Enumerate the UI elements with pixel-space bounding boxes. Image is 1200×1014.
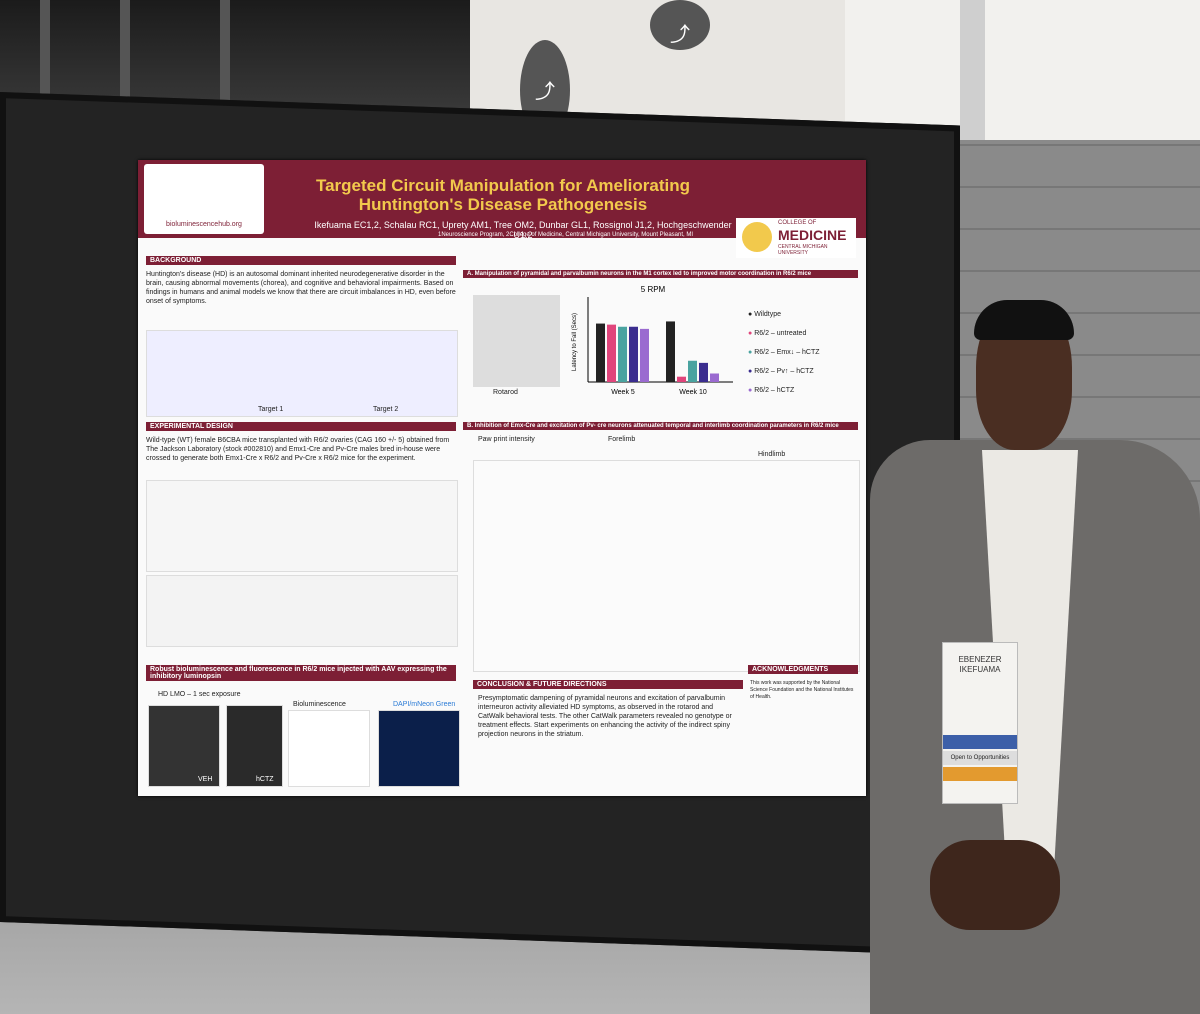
- rotarod-device: [473, 295, 560, 387]
- biolum-chart: [288, 710, 370, 787]
- logo-sub: CENTRAL MICHIGAN UNIVERSITY: [778, 244, 828, 256]
- rotarod-chart: 5 RPM Latency to Fall (Secs) Week 5 Week…: [572, 285, 733, 396]
- bar-week-5-0: [596, 323, 605, 382]
- injection-diagram: [146, 575, 458, 647]
- logo-main: MEDICINE: [778, 227, 847, 243]
- legend-label: R6/2 – hCTZ: [754, 387, 795, 394]
- experimental-text: Wild-type (WT) female B6CBA mice transpl…: [146, 437, 450, 462]
- bar-week-10-2: [688, 360, 697, 382]
- conclusion-heading: CONCLUSION & FUTURE DIRECTIONS: [473, 680, 743, 689]
- stairs-sign-icon: ⤴: [650, 0, 710, 50]
- bar-week-10-4: [710, 373, 719, 382]
- legend-item: ● R6/2 – Pv↑ – hCTZ: [748, 368, 814, 375]
- hd-lmo-label: HD LMO – 1 sec exposure: [158, 691, 241, 698]
- research-poster: bioluminescencehub.org Targeted Circuit …: [138, 160, 866, 796]
- legend-label: R6/2 – untreated: [754, 330, 807, 337]
- logo-top: COLLEGE OF: [778, 220, 817, 226]
- cmu-medicine-logo: COLLEGE OF MEDICINE CENTRAL MICHIGAN UNI…: [736, 218, 856, 258]
- experimental-heading: EXPERIMENTAL DESIGN: [146, 422, 456, 431]
- ceiling-pipe: [120, 0, 130, 115]
- conclusion-text: Presymptomatic dampening of pyramidal ne…: [478, 695, 732, 738]
- cmu-emblem-icon: [742, 222, 772, 252]
- hctz-label: hCTZ: [256, 776, 274, 783]
- poster-title: Targeted Circuit Manipulation for Amelio…: [315, 176, 691, 214]
- bar-week-5-4: [640, 328, 649, 382]
- ceiling-pipe: [40, 0, 50, 115]
- target1-label: Target 1: [258, 406, 284, 413]
- poster-authors: Ikefuama EC1,2, Schalau RC1, Uprety AM1,…: [314, 220, 732, 240]
- veh-label: VEH: [198, 776, 213, 783]
- legend-item: ● R6/2 – hCTZ: [748, 387, 795, 394]
- section-b-heading: B. Inhibition of Emx-Cre and excitation …: [463, 422, 858, 430]
- bar-week-5-3: [629, 326, 638, 382]
- badge-ribbon-orange: [943, 767, 1017, 781]
- veh-image: [148, 705, 220, 787]
- badge-ribbon-blue: [943, 735, 1017, 749]
- badge-ribbon-text: Open to Opportunities: [943, 751, 1017, 765]
- legend-item: ● R6/2 – Emx↓ – hCTZ: [748, 349, 820, 356]
- ack-text: This work was supported by the National …: [750, 680, 854, 700]
- rotarod-label: Rotarod: [493, 389, 518, 396]
- hands: [930, 840, 1060, 930]
- circuit-diagram: [146, 330, 458, 417]
- bar-week-5-1: [607, 324, 616, 382]
- legend-item: ● R6/2 – untreated: [748, 330, 807, 337]
- panel-forelimb-label: Forelimb: [608, 436, 636, 443]
- bar-week-5-2: [618, 326, 627, 382]
- timeline-diagram: [146, 480, 458, 572]
- ceiling-pipe: [220, 0, 230, 115]
- x-tick-week5: Week 5: [611, 389, 635, 396]
- bioluminescence-hub-logo: bioluminescencehub.org: [144, 164, 264, 234]
- robust-heading: Robust bioluminescence and fluorescence …: [146, 665, 456, 681]
- logo-text: bioluminescencehub.org: [166, 221, 242, 228]
- legend-item: ● Wildtype: [748, 311, 782, 318]
- presenter: EBENEZER IKEFUAMA Open to Opportunities: [870, 300, 1200, 1014]
- ack-heading: ACKNOWLEDGMENTS: [748, 665, 858, 674]
- background-heading: BACKGROUND: [146, 256, 456, 265]
- x-tick-week10: Week 10: [679, 389, 707, 396]
- hair: [974, 300, 1074, 340]
- hctz-image: [226, 705, 283, 787]
- bar-week-10-1: [677, 376, 686, 382]
- section-a-heading: A. Manipulation of pyramidal and parvalb…: [463, 270, 858, 278]
- catwalk-charts: [473, 460, 860, 672]
- biolum-label: Bioluminescence: [293, 701, 346, 708]
- chart-legend: ● Wildtype ● R6/2 – untreated ● R6/2 – E…: [748, 310, 858, 395]
- panel-paw-label: Paw print intensity: [478, 436, 535, 443]
- panel-hindlimb-label: Hindlimb: [758, 451, 786, 458]
- name-badge: EBENEZER IKEFUAMA Open to Opportunities: [942, 642, 1018, 804]
- bar-week-10-3: [699, 362, 708, 382]
- bars-group: [596, 321, 719, 382]
- dapi-label: DAPI/mNeon Green: [393, 701, 456, 708]
- chart-title: 5 RPM: [641, 285, 666, 294]
- legend-label: Wildtype: [754, 311, 782, 318]
- badge-first-name: EBENEZER: [958, 655, 1002, 664]
- legend-label: R6/2 – Pv↑ – hCTZ: [754, 368, 814, 375]
- badge-last-name: IKEFUAMA: [959, 665, 1001, 674]
- legend-label: R6/2 – Emx↓ – hCTZ: [754, 349, 820, 356]
- y-axis-label: Latency to Fall (Secs): [572, 313, 578, 371]
- target2-label: Target 2: [373, 406, 399, 413]
- dapi-image: [378, 710, 460, 787]
- bar-week-10-0: [666, 321, 675, 382]
- background-text: Huntington's disease (HD) is an autosoma…: [146, 271, 456, 305]
- poster-affiliations: 1Neuroscience Program, 2College of Medic…: [438, 232, 694, 238]
